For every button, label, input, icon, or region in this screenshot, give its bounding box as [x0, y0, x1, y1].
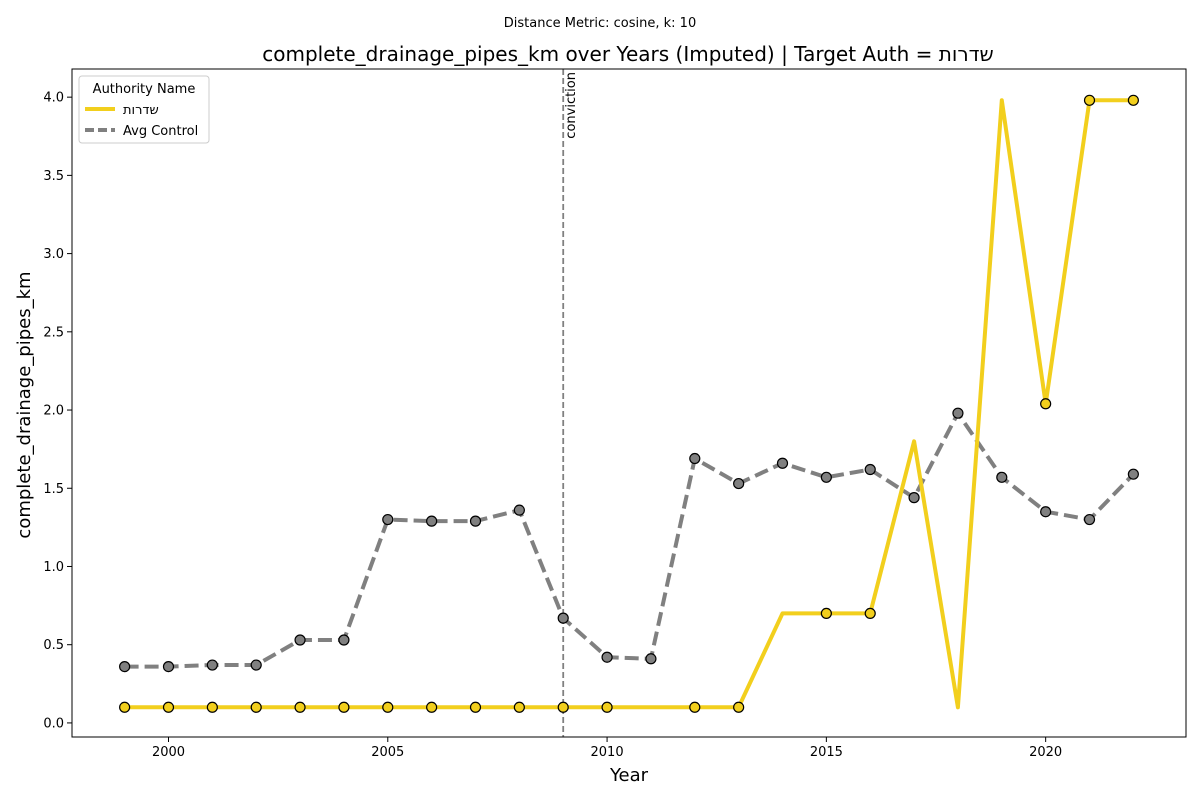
legend-title: Authority Name	[93, 82, 196, 97]
x-tick-label: 2010	[591, 745, 624, 760]
point-avg-control	[1083, 513, 1096, 526]
point-avg-control	[733, 477, 745, 490]
point-target	[469, 701, 482, 713]
point-avg-control	[382, 513, 394, 526]
point-avg-control	[206, 659, 218, 671]
point-avg-control	[952, 407, 964, 419]
point-avg-control	[1127, 468, 1139, 480]
point-target	[1127, 94, 1139, 106]
y-tick-label: 3.0	[43, 247, 64, 262]
point-target	[250, 701, 262, 713]
point-avg-control	[119, 661, 131, 673]
y-tick-label: 2.0	[43, 404, 64, 419]
y-tick-label: 3.5	[43, 169, 64, 184]
series-line-avg-control	[124, 411, 1135, 669]
point-avg-control	[864, 463, 876, 476]
point-avg-control	[601, 651, 613, 663]
point-target	[601, 701, 613, 713]
point-avg-control	[513, 504, 525, 516]
point-avg-control	[557, 612, 569, 624]
y-tick-label: 2.5	[43, 325, 64, 340]
x-tick-label: 2015	[810, 745, 843, 760]
point-target	[119, 701, 131, 713]
point-target	[689, 701, 701, 713]
point-avg-control	[1040, 506, 1052, 518]
point-avg-control	[645, 653, 657, 665]
point-avg-control	[996, 471, 1008, 483]
x-axis-label: Year	[609, 765, 649, 786]
legend-frame	[78, 75, 210, 144]
legend-label-avg-control: Avg Control	[123, 124, 198, 139]
y-tick-label: 0.0	[43, 716, 64, 731]
point-avg-control	[162, 661, 175, 673]
point-target	[1040, 398, 1052, 410]
chart-title: complete_drainage_pipes_km over Years (I…	[262, 42, 993, 66]
point-avg-control	[338, 634, 350, 646]
x-tick-label: 2005	[371, 745, 404, 760]
y-axis-label: complete_drainage_pipes_km	[14, 271, 35, 538]
y-tick-label: 1.5	[43, 482, 64, 497]
axes-frame	[71, 68, 1187, 738]
y-tick-label: 4.0	[43, 91, 64, 106]
point-target	[338, 701, 350, 713]
point-avg-control	[776, 457, 789, 469]
point-target	[206, 701, 218, 713]
point-avg-control	[426, 515, 438, 527]
plot-area: 2000 2005 2010 2015 2020 0.0 0.5 1.0 1.5 2.0 2.5 3.…	[43, 68, 1187, 760]
point-target	[294, 701, 306, 713]
x-tick-label: 2000	[152, 745, 185, 760]
x-tick-label: 2020	[1029, 745, 1062, 760]
point-target	[426, 701, 438, 713]
point-target	[820, 607, 832, 620]
legend: Authority Name שדרות Avg Control	[78, 75, 210, 144]
point-avg-control	[820, 471, 832, 483]
point-target	[162, 701, 175, 713]
chart-suptitle: Distance Metric: cosine, k: 10	[504, 16, 696, 31]
y-tick-label: 1.0	[43, 560, 64, 575]
point-avg-control	[294, 634, 306, 646]
y-tick-label: 0.5	[43, 638, 64, 653]
series-line-target	[124, 98, 1134, 710]
point-target	[382, 701, 394, 713]
point-avg-control	[250, 659, 262, 671]
point-target	[733, 701, 745, 713]
conviction-label: conviction	[564, 72, 579, 139]
legend-label-target: שדרות	[123, 103, 159, 118]
point-target	[557, 701, 569, 713]
point-target	[513, 701, 525, 713]
point-avg-control	[469, 515, 482, 527]
point-avg-control	[689, 452, 701, 465]
point-avg-control	[908, 492, 920, 504]
point-target	[1083, 94, 1096, 106]
point-target	[864, 607, 876, 620]
